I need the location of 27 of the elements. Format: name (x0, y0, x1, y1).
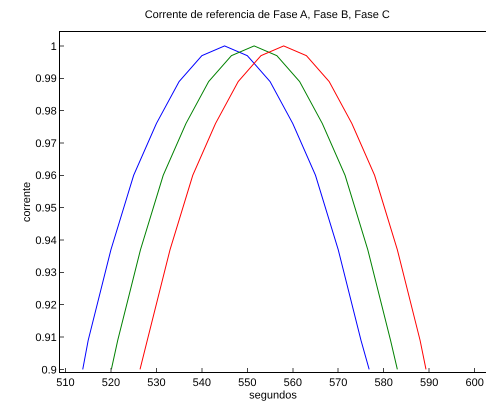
x-tick-label: 590 (420, 377, 438, 390)
x-tick-label: 550 (238, 377, 256, 390)
y-tick-label: 0.91 (35, 332, 57, 344)
x-tick-label: 520 (102, 377, 120, 390)
x-tick-label: 540 (192, 377, 212, 390)
y-axis-title: corrente (21, 182, 34, 222)
x-tick-label: 600 (465, 377, 484, 390)
y-tick-label: 1 (50, 40, 57, 53)
line-series (82, 45, 370, 370)
x-tick-label: 560 (284, 377, 302, 390)
x-tick-label: 580 (374, 377, 393, 390)
x-tick-label: 510 (56, 377, 75, 390)
y-tick-label: 0.95 (35, 202, 57, 215)
y-tick-label: 0.97 (35, 138, 57, 150)
x-axis-title: segundos (249, 389, 298, 402)
line-series (140, 45, 426, 370)
y-tick-label: 0.9 (42, 364, 57, 376)
y-tick-label: 0.93 (35, 267, 57, 280)
y-tick-label: 0.96 (35, 170, 57, 182)
chart-title: Corrente de referencia de Fase A, Fase B, Fase C (144, 8, 390, 21)
y-tick-label: 0.99 (35, 73, 57, 86)
line-series (110, 45, 398, 370)
y-tick-label: 0.98 (35, 105, 57, 118)
x-tick-label: 530 (147, 377, 166, 390)
y-tick-label: 0.94 (35, 234, 57, 247)
y-tick-label: 0.92 (35, 300, 57, 312)
x-tick-label: 570 (329, 377, 348, 390)
